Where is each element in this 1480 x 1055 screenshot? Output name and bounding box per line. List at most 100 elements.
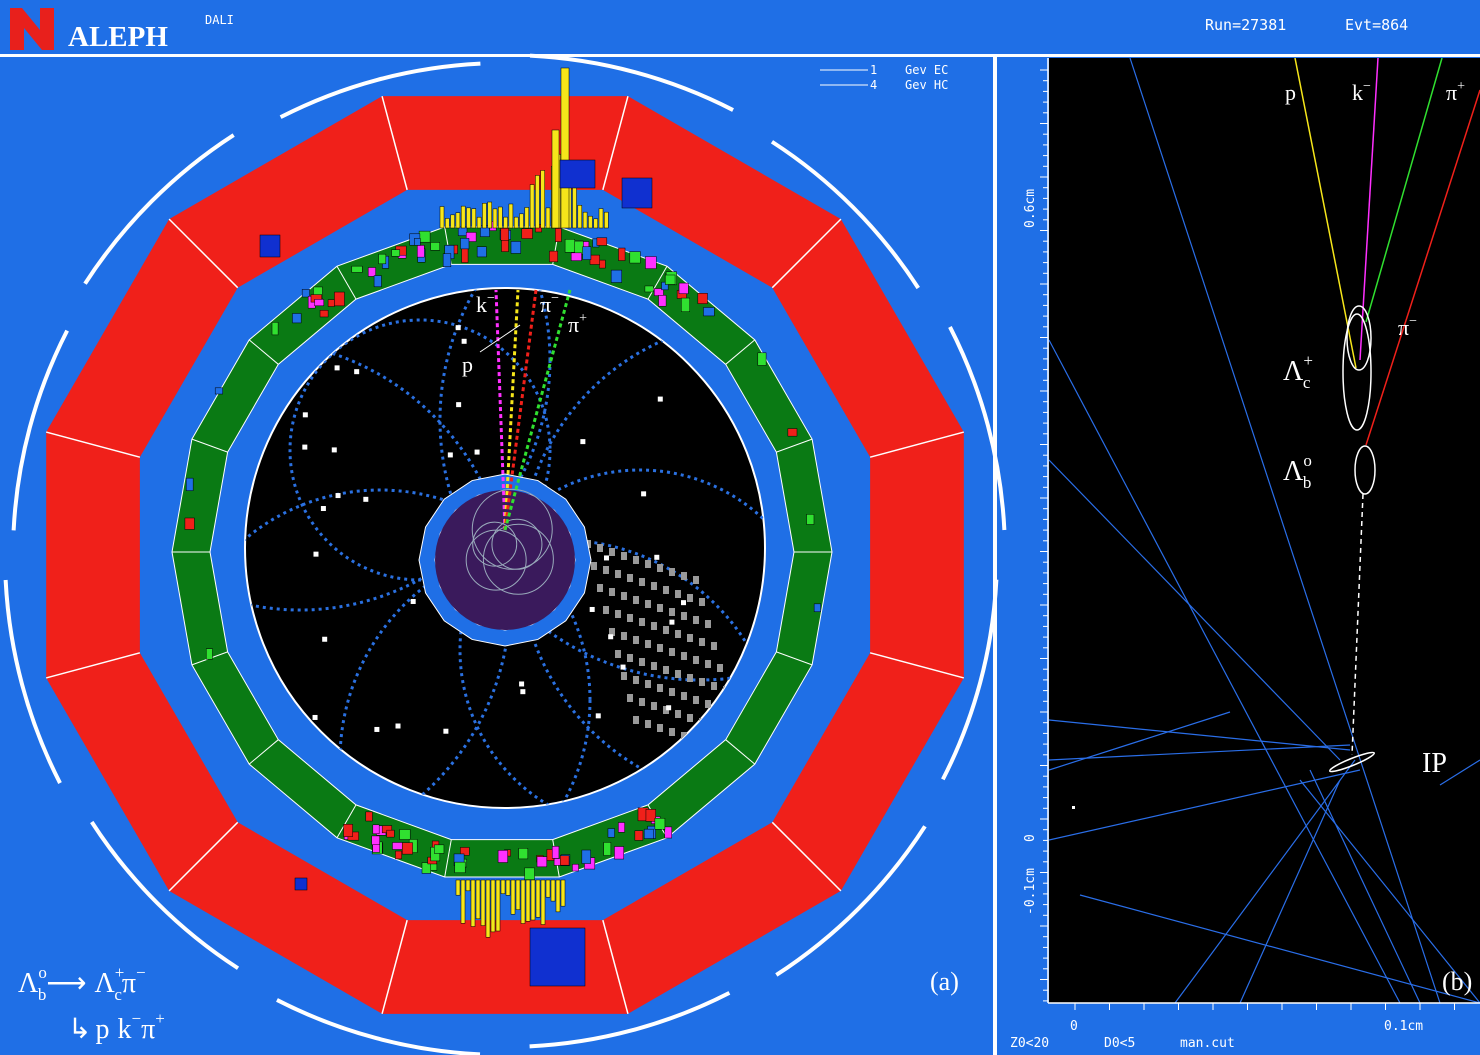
calorimeter-deposit bbox=[205, 648, 213, 660]
calorimeter-deposit bbox=[351, 265, 363, 273]
header-rule bbox=[0, 54, 1480, 57]
decay-line: Λo b⟶ Λ+ cπ− bbox=[18, 963, 146, 1004]
label-part: Λ bbox=[1283, 456, 1304, 487]
calorimeter-deposit bbox=[614, 846, 624, 860]
track bbox=[1049, 769, 1361, 841]
energy-tower bbox=[476, 216, 482, 229]
energy-tower bbox=[510, 879, 516, 915]
calorimeter-deposit bbox=[654, 817, 666, 830]
hadron-deposit bbox=[621, 177, 653, 209]
track-hit bbox=[669, 568, 675, 576]
track-hit bbox=[645, 560, 651, 568]
track-hit bbox=[663, 626, 669, 634]
energy-tower bbox=[545, 207, 551, 229]
track-hit bbox=[520, 689, 526, 695]
energy-tower bbox=[485, 879, 491, 938]
calorimeter-deposit bbox=[184, 517, 195, 530]
decay-line: ↳ p k−π+ bbox=[68, 1009, 165, 1045]
energy-tower bbox=[495, 879, 501, 932]
calorimeter-deposit bbox=[417, 245, 425, 258]
track-hit bbox=[675, 630, 681, 638]
calorimeter-deposit bbox=[678, 282, 689, 294]
track bbox=[1439, 759, 1480, 786]
track-hit bbox=[705, 620, 711, 628]
calorimeter-deposit bbox=[703, 307, 715, 317]
calorimeter-deposit bbox=[510, 241, 522, 254]
decay-part: + bbox=[115, 963, 125, 982]
calorimeter-deposit bbox=[697, 293, 708, 304]
track-hit bbox=[681, 612, 687, 620]
calorimeter-deposit bbox=[371, 835, 380, 845]
rulers bbox=[1040, 58, 1480, 1010]
track-label: π+ bbox=[1446, 79, 1465, 105]
muon-chamber bbox=[90, 820, 240, 970]
calorimeter-divider bbox=[771, 821, 842, 892]
decay-part: π bbox=[122, 968, 136, 999]
track-hit bbox=[633, 676, 639, 684]
track-hit bbox=[609, 588, 615, 596]
calorimeter-deposit bbox=[607, 828, 615, 838]
calorimeter-deposit bbox=[327, 299, 335, 307]
calorimeter-divider bbox=[602, 919, 629, 1015]
energy-tower bbox=[535, 175, 540, 229]
energy-tower bbox=[588, 215, 593, 229]
calorimeter-deposit bbox=[618, 247, 626, 261]
calorimeter-deposit bbox=[536, 856, 548, 868]
calorimeter-deposit bbox=[365, 811, 373, 822]
helix-track bbox=[288, 318, 552, 582]
calorimeter-deposit bbox=[214, 387, 223, 395]
decay-track bbox=[1365, 58, 1443, 323]
track-hit bbox=[681, 600, 686, 606]
calorimeter-deposit bbox=[599, 259, 606, 269]
track-hit bbox=[717, 664, 723, 672]
vertex-label: IP bbox=[1422, 748, 1447, 779]
calorimeter-divider bbox=[381, 95, 408, 191]
decay-part: b bbox=[38, 985, 47, 1004]
track-hit bbox=[609, 628, 615, 636]
energy-tower bbox=[598, 208, 604, 229]
track-hit bbox=[627, 654, 633, 662]
calorimeter-deposit bbox=[185, 477, 194, 491]
calorimeter-deposit bbox=[442, 253, 452, 268]
track-hit bbox=[597, 544, 603, 552]
panel-a bbox=[3, 53, 1007, 1055]
track-hit bbox=[654, 554, 660, 560]
track-hit bbox=[663, 706, 669, 714]
track-hit bbox=[633, 596, 639, 604]
energy-tower bbox=[560, 879, 566, 907]
track-hit bbox=[651, 662, 657, 670]
track-hit bbox=[474, 449, 480, 455]
energy-tower bbox=[439, 206, 445, 229]
label-part: − bbox=[487, 291, 495, 306]
decay-part: ⟶ bbox=[46, 968, 86, 999]
calorimeter-deposit bbox=[665, 274, 676, 285]
track-hit bbox=[591, 562, 597, 570]
calorimeter-divider bbox=[771, 218, 842, 289]
energy-tower bbox=[490, 879, 496, 933]
calorimeter-deposit bbox=[314, 299, 325, 307]
logo-text: ALEPH bbox=[68, 21, 168, 53]
track-hit bbox=[322, 636, 328, 642]
muon-chamber bbox=[529, 53, 734, 112]
track-hit bbox=[621, 552, 627, 560]
energy-tower bbox=[551, 129, 560, 229]
calorimeter-deposit bbox=[813, 603, 821, 613]
track-hit bbox=[620, 664, 626, 670]
energy-tower bbox=[492, 208, 498, 229]
calorimeter-deposit bbox=[476, 246, 487, 258]
track-hit bbox=[693, 696, 699, 704]
track-hit bbox=[657, 644, 663, 652]
energy-tower bbox=[520, 879, 526, 924]
track-hit bbox=[657, 684, 663, 692]
calorimeter-deposit bbox=[271, 322, 279, 336]
calorimeter-deposit bbox=[551, 846, 560, 859]
y-axis-label: 0 bbox=[1023, 834, 1038, 842]
calorimeter-deposit bbox=[434, 844, 445, 854]
track-hit bbox=[639, 698, 645, 706]
track-hit bbox=[681, 732, 687, 740]
track-hit bbox=[663, 586, 669, 594]
energy-tower bbox=[455, 879, 461, 896]
calorimeter-divider bbox=[776, 651, 813, 666]
track-label: k− bbox=[476, 291, 495, 317]
decay-part: p bbox=[95, 1014, 109, 1045]
